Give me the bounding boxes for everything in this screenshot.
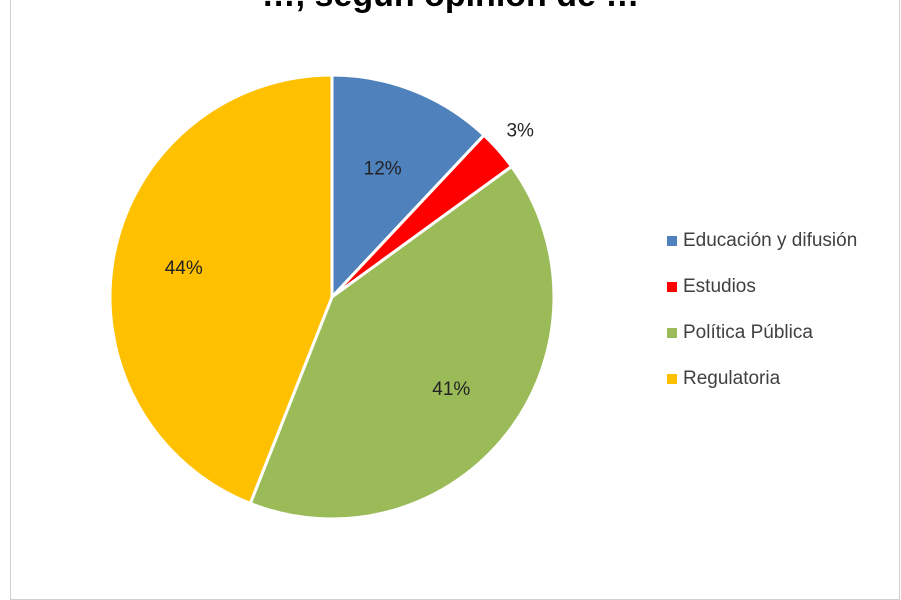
pie-slice-educacion — [330, 73, 487, 301]
legend-label: Educación y difusión — [683, 230, 858, 251]
legend-swatch — [667, 328, 677, 338]
chart-title: …, según opinión de … — [0, 0, 901, 15]
data-label-estudios: 3% — [506, 121, 534, 142]
legend-item-politica-publica: Política Pública — [667, 310, 857, 356]
legend-item-regulatoria: Regulatoria — [667, 356, 857, 402]
pie-slice-regulatoria — [108, 73, 334, 506]
legend-label: Estudios — [683, 276, 756, 297]
data-label-regulatoria: 44% — [165, 258, 203, 279]
legend-swatch — [667, 374, 677, 384]
legend-swatch — [667, 236, 677, 246]
data-label-politica-publica: 41% — [432, 379, 470, 400]
legend-item-educacion: Educación y difusión — [667, 218, 857, 264]
pie-chart: 12% 3% 41% 44% — [108, 73, 556, 521]
legend-item-estudios: Estudios — [667, 264, 857, 310]
chart-legend: Educación y difusión Estudios Política P… — [667, 218, 857, 402]
pie-slices — [108, 73, 556, 521]
pie-slice-politica-publica — [248, 164, 556, 521]
legend-label: Política Pública — [683, 322, 813, 343]
legend-label: Regulatoria — [683, 368, 781, 389]
data-label-educacion: 12% — [364, 159, 402, 180]
pie-labels: 12% 3% 41% 44% — [165, 121, 534, 400]
legend-swatch — [667, 282, 677, 292]
chart-title-clip: …, según opinión de … — [0, 0, 901, 40]
